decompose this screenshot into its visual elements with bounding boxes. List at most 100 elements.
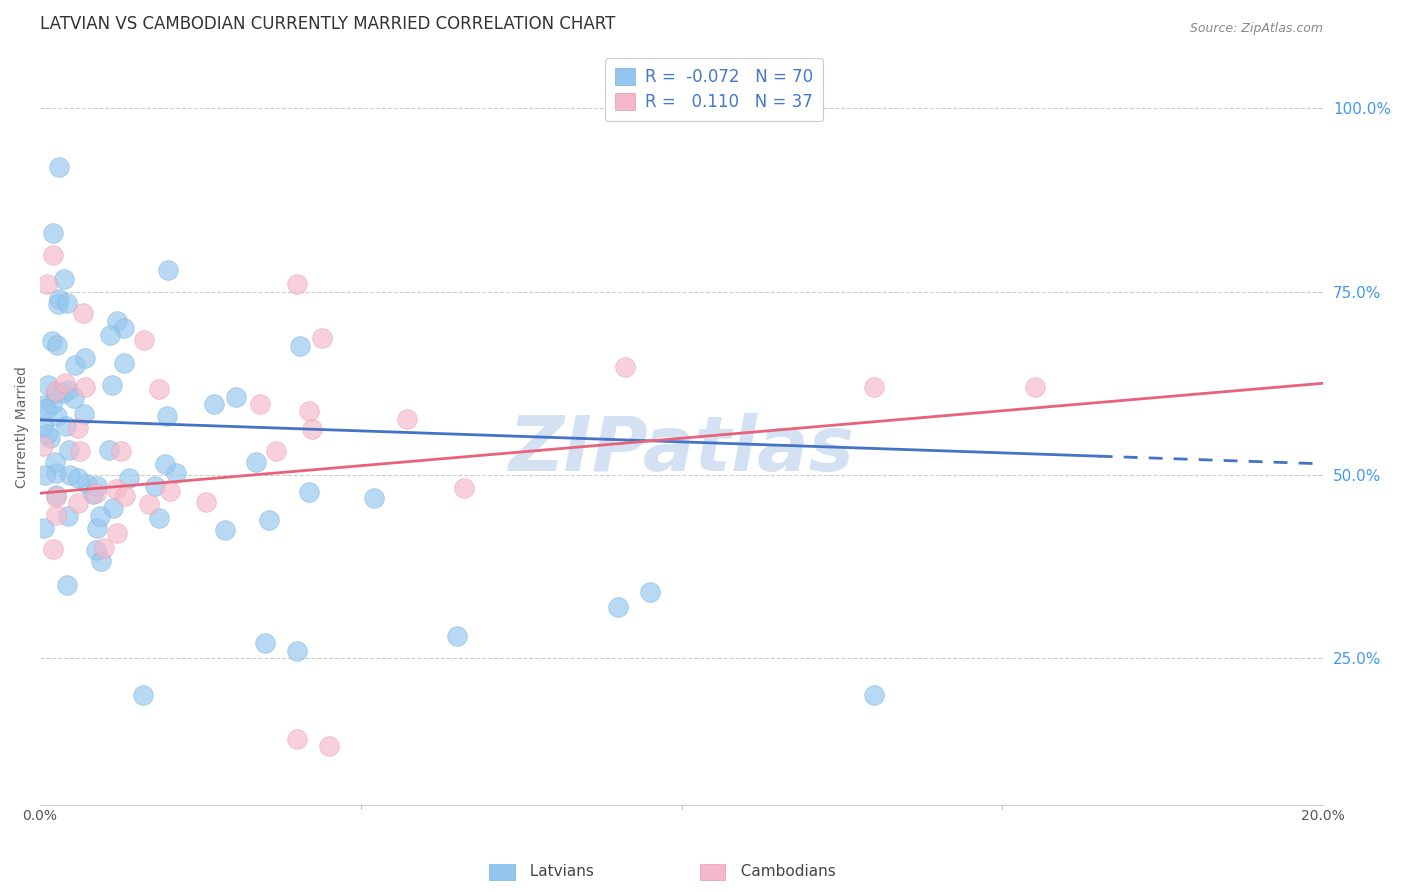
Point <box>41 396 63 410</box>
Point <box>453 481 475 495</box>
Point <box>35 277 58 292</box>
Point <box>82 486 104 500</box>
Point <box>301 422 323 436</box>
Point <box>32 398 55 412</box>
Point <box>45 384 67 398</box>
Point <box>32 440 55 454</box>
Point <box>86 479 108 493</box>
Point <box>148 382 170 396</box>
Point <box>257 513 280 527</box>
Point <box>298 484 321 499</box>
Point <box>101 377 124 392</box>
Point <box>32 521 55 535</box>
Text: Source: ZipAtlas.com: Source: ZipAtlas.com <box>1191 21 1323 35</box>
Point <box>90 554 112 568</box>
Point <box>53 272 76 286</box>
Point <box>37 426 59 441</box>
Point <box>66 471 89 485</box>
Point <box>202 397 225 411</box>
Legend: R =  -0.072   N = 70, R =   0.110   N = 37: R = -0.072 N = 70, R = 0.110 N = 37 <box>605 58 823 121</box>
Text: Latvians: Latvians <box>520 864 595 879</box>
Point <box>73 380 96 394</box>
Point <box>56 384 79 398</box>
Point <box>89 509 111 524</box>
Point <box>35 401 58 416</box>
Point <box>45 338 67 352</box>
Point <box>52 386 75 401</box>
Point <box>110 444 132 458</box>
Point <box>311 331 333 345</box>
Text: LATVIAN VS CAMBODIAN CURRENTLY MARRIED CORRELATION CHART: LATVIAN VS CAMBODIAN CURRENTLY MARRIED C… <box>41 15 616 33</box>
Point <box>614 360 637 375</box>
Point <box>45 508 67 522</box>
Point <box>1024 380 1046 394</box>
Point <box>45 487 67 501</box>
Point <box>105 526 128 541</box>
Point <box>264 444 287 458</box>
Point <box>76 476 98 491</box>
Point <box>148 510 170 524</box>
Point <box>56 509 79 524</box>
Point <box>59 467 82 482</box>
Point <box>72 306 94 320</box>
Point <box>53 376 76 391</box>
Point <box>65 359 87 373</box>
Point <box>153 457 176 471</box>
Point <box>446 629 468 643</box>
Point <box>41 334 63 348</box>
Point <box>45 490 67 504</box>
Point <box>112 356 135 370</box>
Point <box>84 543 107 558</box>
Point <box>159 483 181 498</box>
Point <box>225 390 247 404</box>
Point <box>98 442 121 457</box>
Point <box>58 443 80 458</box>
Point <box>298 404 321 418</box>
Point <box>69 444 91 458</box>
Point <box>253 636 276 650</box>
Point <box>195 495 218 509</box>
Point <box>112 321 135 335</box>
Point <box>44 455 66 469</box>
Point <box>42 248 65 262</box>
Point <box>37 378 59 392</box>
Point <box>863 380 886 394</box>
Point <box>48 292 70 306</box>
Point <box>105 482 128 496</box>
Point <box>165 466 187 480</box>
Point <box>34 468 56 483</box>
Point <box>93 541 115 556</box>
Point <box>143 479 166 493</box>
Point <box>32 419 55 434</box>
Point <box>55 578 77 592</box>
Point <box>249 397 271 411</box>
Point <box>118 471 141 485</box>
Point <box>55 418 77 433</box>
Point <box>67 496 90 510</box>
Point <box>288 339 311 353</box>
Point <box>101 500 124 515</box>
Point <box>73 351 96 365</box>
Point <box>86 521 108 535</box>
Point <box>55 296 77 310</box>
Point <box>105 314 128 328</box>
Point <box>98 328 121 343</box>
Point <box>363 491 385 506</box>
Point <box>245 455 267 469</box>
Point <box>138 497 160 511</box>
Point <box>156 409 179 423</box>
Point <box>42 542 65 557</box>
Text: ZIPatlas: ZIPatlas <box>509 413 855 487</box>
Point <box>863 688 886 702</box>
Point <box>48 160 70 174</box>
Point <box>638 585 661 599</box>
Point <box>318 739 340 753</box>
Point <box>132 334 155 348</box>
Point <box>132 688 155 702</box>
Point <box>285 731 308 746</box>
Point <box>285 644 308 658</box>
Point <box>214 523 236 537</box>
Y-axis label: Currently Married: Currently Married <box>15 367 30 488</box>
Point <box>84 486 107 500</box>
Point <box>285 277 308 292</box>
